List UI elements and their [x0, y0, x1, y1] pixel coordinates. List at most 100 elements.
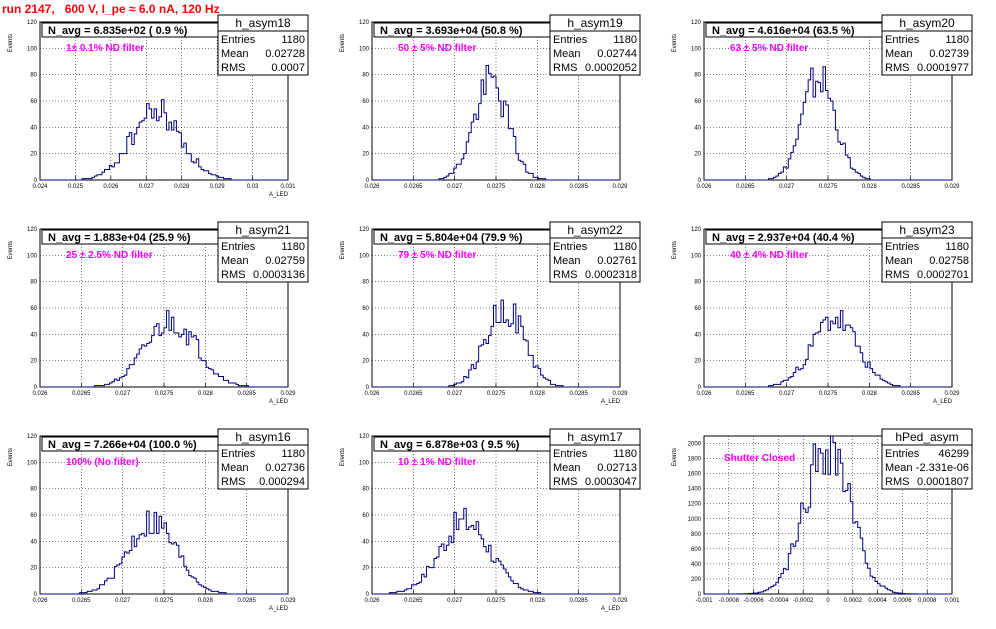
x-tick-label: 0.026 — [364, 184, 380, 190]
y-tick-label: 120 — [691, 227, 702, 233]
histogram-line — [704, 310, 952, 388]
stat-label: RMS — [221, 269, 245, 281]
stat-label: Mean — [221, 462, 249, 474]
y-tick-label: 80 — [362, 280, 369, 286]
stat-value: 0.0001977 — [917, 62, 969, 74]
stats-box — [217, 221, 309, 283]
y-tick-label: 40 — [30, 539, 37, 545]
y-tick-label: 0 — [34, 592, 38, 598]
histogram-pad-h_asym22: 0.026 0.0265 0.027 0.0275 0.028 0.0285 0.029 0 2… — [332, 217, 664, 422]
histogram-svg-hPed_asym: -0.001 -0.0008 -0.0006 -0.0004 -0.0002 0 0.000… — [672, 428, 973, 604]
x-tick-label: 0.0285 — [237, 391, 256, 397]
y-tick-label: 60 — [30, 306, 37, 312]
x-tick-label: 0.0275 — [819, 391, 838, 397]
x-tick-label: 0.029 — [612, 598, 628, 604]
x-tick-label: 0.001 — [944, 598, 960, 604]
x-tick-label: 0.0285 — [901, 184, 920, 190]
x-tick-label: -0.001 — [695, 598, 713, 604]
histogram-pad-h_asym19: 0.026 0.0265 0.027 0.0275 0.028 0.0285 0.029 0 2… — [332, 10, 664, 215]
x-tick-label: 0.028 — [174, 184, 190, 190]
y-tick-label: 0 — [366, 592, 370, 598]
y-tick-label: 0 — [698, 385, 702, 391]
x-tick-label: 0.028 — [530, 391, 546, 397]
histogram-pad-h_asym18: 0.024 0.025 0.026 0.027 0.028 0.029 0.03 0.031 0… — [0, 10, 332, 215]
x-tick-label: 0.027 — [779, 184, 795, 190]
histogram-line — [40, 99, 288, 181]
y-tick-label: 60 — [30, 99, 37, 105]
navg-box — [705, 22, 883, 38]
y-tick-label: 120 — [359, 434, 370, 440]
y-tick-label: 1600 — [688, 472, 702, 478]
y-tick-label: 1200 — [688, 502, 702, 508]
y-tick-label: 60 — [30, 513, 37, 519]
filter-note: 50 ± 5% ND filter — [398, 43, 476, 54]
stat-value: 1180 — [281, 448, 305, 460]
filter-note: 1± 0.1% ND filter — [66, 43, 144, 54]
x-axis-label: A_LED — [601, 399, 621, 405]
histogram-svg-h_asym23: 0.026 0.0265 0.027 0.0275 0.028 0.0285 0.029 0 2… — [672, 221, 973, 405]
y-tick-label: 60 — [362, 513, 369, 519]
histogram-line — [372, 64, 620, 181]
y-tick-label: 40 — [362, 332, 369, 338]
stat-value: 0.02744 — [597, 48, 637, 60]
x-tick-label: 0.0275 — [155, 598, 174, 604]
x-tick-label: -0.0006 — [743, 598, 764, 604]
x-tick-label: 0.025 — [68, 184, 84, 190]
navg-box — [41, 22, 219, 38]
stat-label: RMS — [221, 62, 245, 74]
x-tick-label: 0.028 — [862, 184, 878, 190]
x-tick-label: 0.027 — [779, 391, 795, 397]
y-tick-label: 80 — [694, 73, 701, 79]
histogram-pad-h_asym21: 0.026 0.0265 0.027 0.0275 0.028 0.0285 0.029 0 2… — [0, 217, 332, 422]
y-tick-label: 120 — [27, 434, 38, 440]
x-tick-label: 0.0006 — [893, 598, 912, 604]
x-tick-label: 0.03 — [247, 184, 259, 190]
x-tick-label: 0.0285 — [569, 598, 588, 604]
x-tick-label: 0.0275 — [819, 184, 838, 190]
stats-box — [881, 14, 973, 76]
stat-label: Mean — [553, 462, 581, 474]
x-tick-label: 0.026 — [103, 184, 119, 190]
x-tick-label: 0.0265 — [736, 391, 755, 397]
stat-label: Entries — [553, 448, 588, 460]
y-axis-label: Events — [340, 34, 346, 52]
stat-value: 0.02739 — [929, 48, 969, 60]
y-tick-label: 600 — [691, 547, 702, 553]
x-tick-label: -0.0008 — [719, 598, 740, 604]
stat-value: 0.0002318 — [585, 269, 637, 281]
x-tick-label: -0.0004 — [768, 598, 789, 604]
navg-box — [705, 229, 883, 245]
x-tick-label: 0.026 — [32, 598, 48, 604]
stat-value: 1180 — [945, 34, 969, 46]
y-tick-label: 0 — [34, 178, 38, 184]
histogram-svg-h_asym16: 0.026 0.0265 0.027 0.0275 0.028 0.0285 0.029 0 2… — [8, 428, 309, 612]
stat-value: 0.0003136 — [253, 269, 305, 281]
stat-value: 46299 — [938, 448, 969, 460]
x-tick-label: 0.0275 — [487, 598, 506, 604]
y-tick-label: 40 — [362, 125, 369, 131]
stat-value: 1180 — [613, 241, 637, 253]
stat-label: Mean — [885, 48, 913, 60]
stat-label: Entries — [553, 241, 588, 253]
y-tick-label: 0 — [34, 385, 38, 391]
y-tick-label: 120 — [27, 20, 38, 26]
x-tick-label: 0.027 — [115, 598, 131, 604]
y-tick-label: 60 — [362, 306, 369, 312]
stat-value: 0.02713 — [597, 462, 637, 474]
y-tick-label: 20 — [694, 152, 701, 158]
y-tick-label: 800 — [691, 532, 702, 538]
y-tick-label: 80 — [362, 73, 369, 79]
histogram-line — [704, 66, 952, 181]
x-tick-label: 0.0285 — [901, 391, 920, 397]
y-tick-label: 60 — [694, 99, 701, 105]
y-axis-label: Events — [8, 241, 14, 259]
stat-value: 1180 — [945, 241, 969, 253]
x-tick-label: 0.028 — [198, 391, 214, 397]
navg-box — [41, 436, 219, 452]
stat-label: RMS — [553, 269, 577, 281]
y-tick-label: 120 — [27, 227, 38, 233]
y-axis-label: Events — [8, 34, 14, 52]
y-tick-label: 400 — [691, 562, 702, 568]
x-tick-label: 0.028 — [198, 598, 214, 604]
y-tick-label: 20 — [362, 566, 369, 572]
